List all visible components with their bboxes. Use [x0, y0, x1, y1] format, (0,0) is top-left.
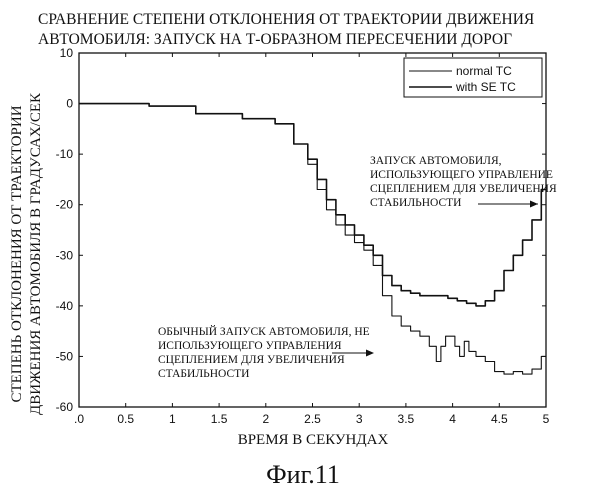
- chart-title-line-2: АВТОМОБИЛЯ: ЗАПУСК НА Т-ОБРАЗНОМ ПЕРЕСЕЧ…: [38, 31, 512, 48]
- y-tick-label: -60: [56, 400, 74, 414]
- legend: normal TC with SE TC: [404, 58, 542, 97]
- x-axis-label: ВРЕМЯ В СЕКУНДАХ: [238, 432, 389, 448]
- y-tick-label: -50: [56, 349, 74, 363]
- figure-caption: Фиг.11: [266, 460, 340, 489]
- annotation-normal-tc: ОБЫЧНЫЙ ЗАПУСК АВТОМОБИЛЯ, НЕ ИСПОЛЬЗУЮЩ…: [158, 324, 374, 380]
- x-tick-label: 1: [169, 412, 176, 426]
- y-tick-label: -20: [56, 198, 74, 212]
- annotation-normal-tc-line-2: ИСПОЛЬЗУЮЩЕГО УПРАВЛЕНИЯ: [158, 340, 342, 352]
- x-tick-label: 5: [543, 412, 550, 426]
- y-axis-label-line-2: ДВИЖЕНИЯ АВТОМОБИЛЯ В ГРАДУСАХ/СЕК: [28, 92, 44, 415]
- x-tick-label: 0.5: [117, 412, 134, 426]
- annotation-normal-tc-line-4: СТАБИЛЬНОСТИ: [158, 368, 250, 380]
- y-tick-label: -40: [56, 299, 74, 313]
- x-tick-label: 2: [262, 412, 269, 426]
- legend-label-with-se-tc: with SE TC: [455, 80, 516, 94]
- chart-title-line-1: СРАВНЕНИЕ СТЕПЕНИ ОТКЛОНЕНИЯ ОТ ТРАЕКТОР…: [38, 11, 534, 28]
- y-tick-label: 0: [66, 97, 73, 111]
- x-tick-label: .0: [74, 412, 84, 426]
- x-tick-label: 1.5: [211, 412, 228, 426]
- annotation-normal-tc-line-3: СЦЕПЛЕНИЕМ ДЛЯ УВЕЛИЧЕНИЯ: [158, 354, 345, 366]
- x-tick-label: 4: [449, 412, 456, 426]
- annotation-normal-tc-arrowhead: [366, 350, 374, 357]
- y-axis-label-line-1: СТЕПЕНЬ ОТКЛОНЕНИЯ ОТ ТРАЕКТОРИИ: [9, 105, 25, 402]
- annotation-normal-tc-line-1: ОБЫЧНЫЙ ЗАПУСК АВТОМОБИЛЯ, НЕ: [158, 324, 370, 338]
- annotation-se-tc: ЗАПУСК АВТОМОБИЛЯ, ИСПОЛЬЗУЮЩЕГО УПРАВЛЕ…: [370, 155, 557, 209]
- y-tick-label: 10: [60, 46, 74, 60]
- x-tick-label: 3.5: [398, 412, 415, 426]
- annotation-se-tc-arrowhead: [530, 201, 538, 208]
- annotation-se-tc-line-4: СТАБИЛЬНОСТИ: [370, 197, 462, 209]
- series-line-with-se-tc: [79, 104, 546, 306]
- x-tick-label: 4.5: [491, 412, 508, 426]
- annotation-se-tc-line-2: ИСПОЛЬЗУЮЩЕГО УПРАВЛЕНИЕ: [370, 169, 553, 181]
- annotation-se-tc-line-1: ЗАПУСК АВТОМОБИЛЯ,: [370, 155, 502, 167]
- x-tick-label: 2.5: [304, 412, 321, 426]
- x-tick-label: 3: [356, 412, 363, 426]
- y-tick-label: -10: [56, 147, 74, 161]
- legend-label-normal-tc: normal TC: [456, 64, 512, 78]
- y-tick-label: -30: [56, 248, 74, 262]
- annotation-se-tc-line-3: СЦЕПЛЕНИЕМ ДЛЯ УВЕЛИЧЕНИЯ: [370, 183, 557, 195]
